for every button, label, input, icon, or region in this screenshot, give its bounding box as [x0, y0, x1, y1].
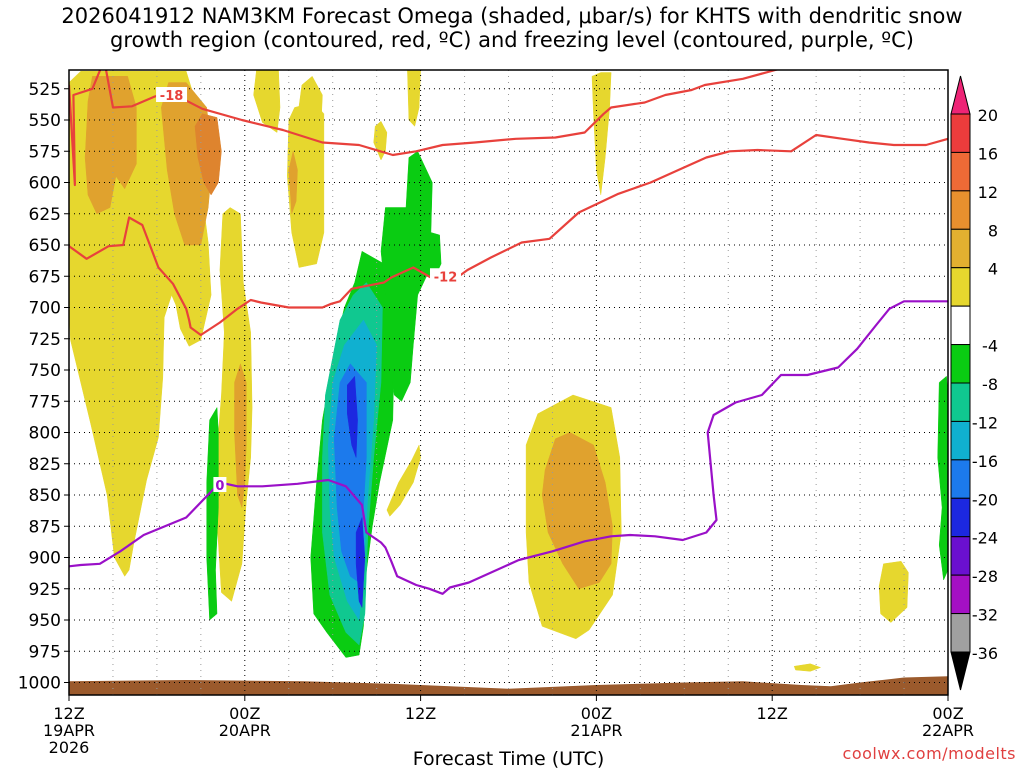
y-tick-label-525: 525 — [29, 80, 61, 100]
chart-title: 2026041912 NAM3KM Forecast Omega (shaded… — [0, 4, 1024, 52]
ground-surface — [69, 676, 948, 695]
omega-region-yellow — [878, 561, 909, 623]
y-tick-label-800: 800 — [29, 424, 61, 444]
contour-label: 0 — [215, 479, 224, 494]
colorbar-swatch — [950, 344, 971, 384]
y-tick-label-675: 675 — [29, 267, 61, 287]
contour-label-background — [213, 477, 227, 492]
colorbar-label-20: 20 — [978, 106, 998, 125]
colorbar-swatch — [950, 459, 971, 499]
colorbar-label--12: -12 — [972, 413, 998, 432]
omega-region-yellow — [793, 663, 822, 672]
y-tick-label-600: 600 — [29, 174, 61, 194]
y-tick-label-825: 825 — [29, 455, 61, 475]
colorbar-swatch — [950, 574, 971, 615]
colorbar-top-arrow — [950, 75, 971, 115]
omega-region-orange — [84, 76, 137, 215]
colorbar-label--32: -32 — [972, 606, 998, 625]
omega-region-orange — [288, 151, 298, 214]
isotherm-minus12 — [69, 133, 948, 337]
omega-region-yellow — [386, 444, 421, 517]
y-tick-label-1000: 1000 — [18, 674, 61, 694]
x-tick-label-36: 00Z — [581, 704, 612, 723]
y-tick-label-625: 625 — [29, 205, 61, 225]
colorbar-swatch — [950, 190, 971, 230]
colorbar-swatch — [950, 497, 971, 538]
y-tick-label-725: 725 — [29, 330, 61, 350]
colorbar-label--20: -20 — [972, 490, 998, 509]
colorbar-label-8: 8 — [988, 221, 998, 240]
colorbar-swatch — [950, 536, 971, 576]
colorbar-bottom-arrow — [950, 651, 971, 691]
colorbar-label--4: -4 — [982, 337, 998, 356]
axes-layer: 525 550 575 600 625 650 675 700 725 750 775 800 825 8… — [18, 69, 974, 768]
colorbar-swatch — [950, 267, 971, 307]
colorbar-label--8: -8 — [982, 375, 998, 394]
y-tick-label-750: 750 — [29, 361, 61, 381]
chart-title-line-1: 2026041912 NAM3KM Forecast Omega (shaded… — [61, 4, 963, 28]
colorbar-label-4: 4 — [988, 260, 998, 279]
y-tick-label-575: 575 — [29, 142, 61, 162]
y-tick-label-900: 900 — [29, 549, 61, 569]
colorbar-swatch — [950, 420, 971, 461]
y-tick-label-775: 775 — [29, 392, 61, 412]
chart-title-line-2: growth region (contoured, red, ºC) and f… — [110, 28, 914, 52]
colorbar-label--24: -24 — [972, 529, 998, 548]
colorbar-swatch — [950, 305, 971, 346]
omega-region-dark-orange — [194, 113, 222, 196]
omega-shading-layer — [69, 70, 948, 695]
x-tick-label-48: 12Z — [757, 704, 788, 723]
omega-region-yellow — [253, 70, 281, 133]
contour-label-background — [430, 268, 462, 284]
x-tick-date-12: 20APR — [219, 721, 271, 740]
y-tick-label-700: 700 — [29, 299, 61, 319]
contour-layer: -18 -12 0 — [69, 70, 948, 595]
x-tick-year-0: 2026 — [49, 738, 90, 757]
x-tick-date-0: 19APR — [43, 721, 95, 740]
credit-text: coolwx.com/modelts — [842, 744, 1016, 763]
x-tick-date-60: 22APR — [922, 721, 974, 740]
y-tick-label-550: 550 — [29, 111, 61, 131]
colorbar-swatch — [950, 151, 971, 192]
colorbar: 20 16 12 8 4 -4 -8 -12 -16 -20 -24 -28 -32 -36 — [950, 75, 998, 691]
y-tick-label-925: 925 — [29, 580, 61, 600]
colorbar-label--36: -36 — [972, 644, 998, 663]
colorbar-label--16: -16 — [972, 452, 998, 471]
colorbar-swatch — [950, 613, 971, 653]
isotherm-minus18 — [69, 70, 780, 187]
x-axis-label: Forecast Time (UTC) — [413, 748, 604, 768]
y-tick-label-650: 650 — [29, 236, 61, 256]
isotherm-freezing-level — [69, 300, 948, 595]
omega-region-dark-blue — [355, 517, 366, 608]
x-tick-label-24: 12Z — [405, 704, 436, 723]
y-tick-label-950: 950 — [29, 611, 61, 631]
contour-label: -18 — [160, 89, 184, 104]
omega-region-green — [206, 406, 219, 621]
y-tick-label-875: 875 — [29, 517, 61, 537]
contour-label: -12 — [434, 270, 458, 285]
omega-region-orange — [234, 362, 247, 508]
x-tick-label-60: 00Z — [932, 704, 963, 723]
x-tick-label-12: 00Z — [229, 704, 260, 723]
omega-region-dark-blue — [347, 375, 358, 458]
colorbar-swatch — [950, 382, 971, 422]
omega-region-yellow — [297, 75, 323, 136]
x-tick-label-0: 12Z — [53, 704, 84, 723]
colorbar-label--28: -28 — [972, 567, 998, 586]
omega-region-yellow — [407, 70, 421, 127]
y-tick-label-850: 850 — [29, 486, 61, 506]
contour-label-background — [156, 87, 188, 102]
y-tick-label-975: 975 — [29, 642, 61, 662]
colorbar-label-12: 12 — [978, 183, 998, 202]
colorbar-swatch — [950, 228, 971, 269]
x-tick-date-36: 21APR — [570, 721, 622, 740]
omega-region-yellow — [591, 72, 612, 196]
colorbar-label-16: 16 — [978, 144, 998, 163]
colorbar-swatch — [950, 113, 971, 153]
plot-frame — [68, 69, 949, 696]
